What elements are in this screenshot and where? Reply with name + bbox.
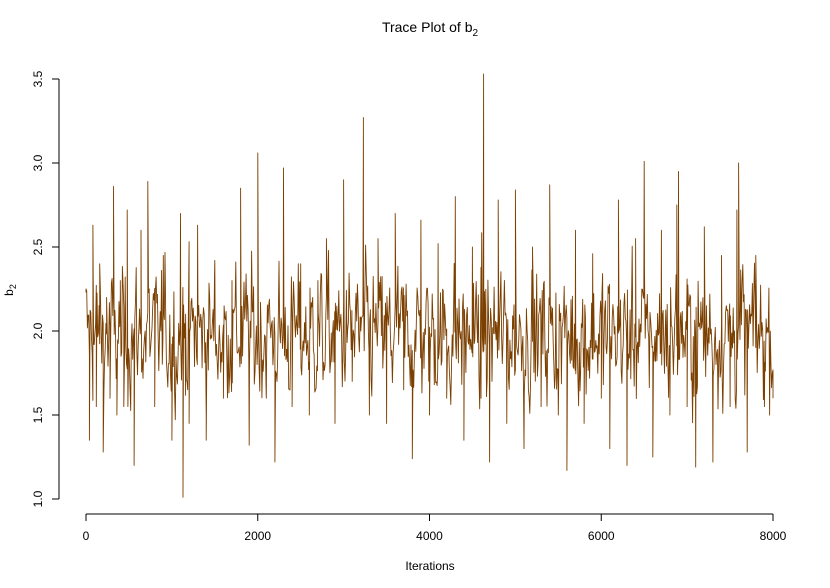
x-tick-label: 4000 bbox=[416, 529, 443, 543]
y-tick-label: 2.5 bbox=[31, 238, 45, 255]
y-tick-label: 1.5 bbox=[31, 406, 45, 423]
x-tick-label: 8000 bbox=[760, 529, 787, 543]
x-tick-label: 0 bbox=[83, 529, 90, 543]
y-tick-label: 1.0 bbox=[31, 490, 45, 507]
chart-title-main: Trace Plot of b bbox=[382, 19, 473, 35]
x-tick-label: 6000 bbox=[588, 529, 615, 543]
chart-title-subscript: 2 bbox=[472, 28, 478, 39]
y-axis-ticks: 1.0 1.5 2.0 2.5 3.0 3.5 bbox=[31, 70, 59, 507]
y-axis-label: b2 bbox=[2, 284, 18, 296]
y-axis-label-main: b bbox=[2, 289, 16, 296]
y-axis-label-subscript: 2 bbox=[8, 284, 18, 289]
chart-title: Trace Plot of b2 bbox=[382, 19, 479, 39]
y-tick-label: 3.5 bbox=[31, 70, 45, 87]
plot-area bbox=[85, 73, 774, 498]
y-tick-label: 3.0 bbox=[31, 154, 45, 171]
trace-line bbox=[85, 73, 774, 498]
x-axis-ticks: 0 2000 4000 6000 8000 bbox=[83, 514, 787, 543]
x-axis-label: Iterations bbox=[405, 559, 454, 573]
y-tick-label: 2.0 bbox=[31, 322, 45, 339]
x-tick-label: 2000 bbox=[244, 529, 271, 543]
